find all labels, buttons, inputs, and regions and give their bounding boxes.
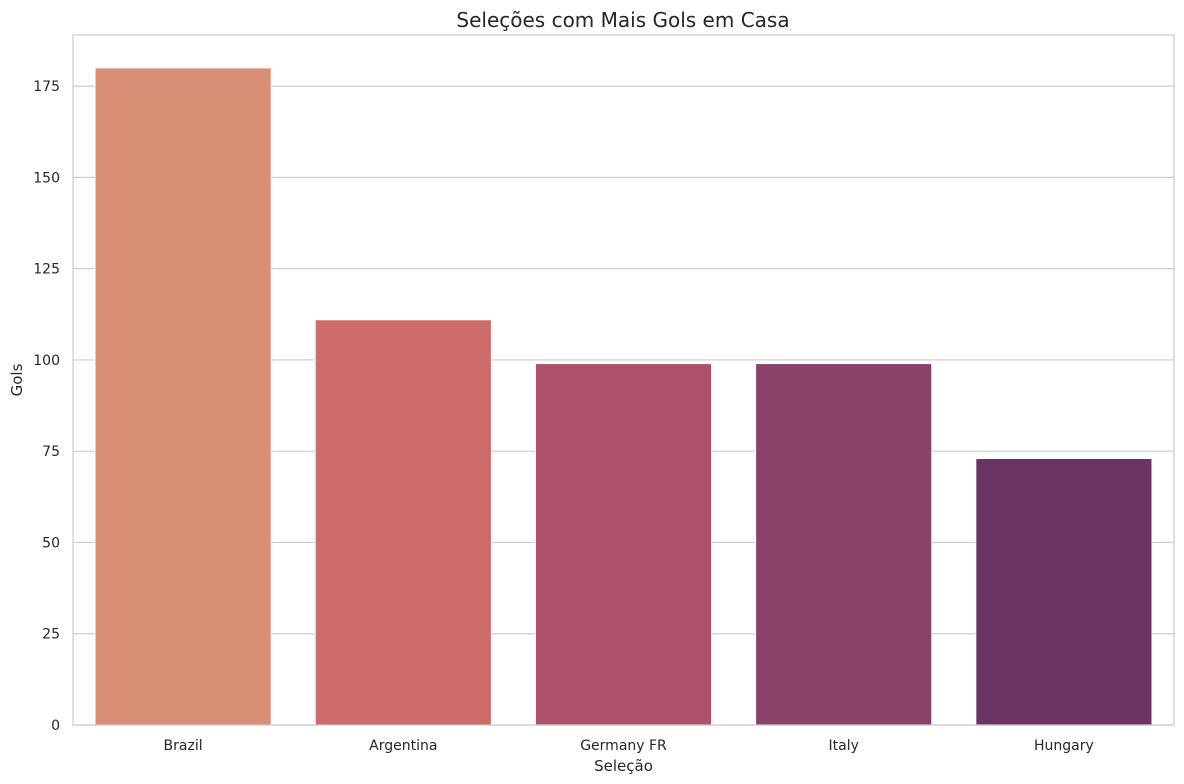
x-tick-labels: Brazil Argentina Germany FR Italy Hungary xyxy=(164,738,1094,754)
x-tick-label: Italy xyxy=(829,738,859,754)
y-tick-labels: 0 25 50 75 100 125 150 175 xyxy=(33,79,60,734)
x-tick-label: Brazil xyxy=(164,738,203,754)
plot-frame xyxy=(72,34,1175,726)
bar-germany-fr xyxy=(534,363,713,726)
y-axis-label: Gols xyxy=(8,363,26,396)
bar-brazil xyxy=(94,67,272,726)
y-tick-label: 75 xyxy=(42,444,60,460)
y-tick-label: 100 xyxy=(33,353,60,369)
y-tick-label: 25 xyxy=(42,627,60,643)
y-tick-label: 0 xyxy=(51,718,60,734)
y-tick-label: 175 xyxy=(33,79,60,95)
chart-title: Seleções com Mais Gols em Casa xyxy=(456,8,789,32)
x-axis-label: Seleção xyxy=(594,757,653,775)
bars xyxy=(94,67,1153,726)
y-tick-label: 150 xyxy=(33,170,60,186)
x-tick-label: Germany FR xyxy=(580,738,667,754)
bar-hungary xyxy=(975,457,1153,726)
x-tick-label: Argentina xyxy=(369,738,437,754)
y-tick-label: 50 xyxy=(42,535,60,551)
x-tick-label: Hungary xyxy=(1034,738,1094,754)
bar-italy xyxy=(755,363,933,726)
bar-argentina xyxy=(314,319,492,726)
y-tick-label: 125 xyxy=(33,262,60,278)
